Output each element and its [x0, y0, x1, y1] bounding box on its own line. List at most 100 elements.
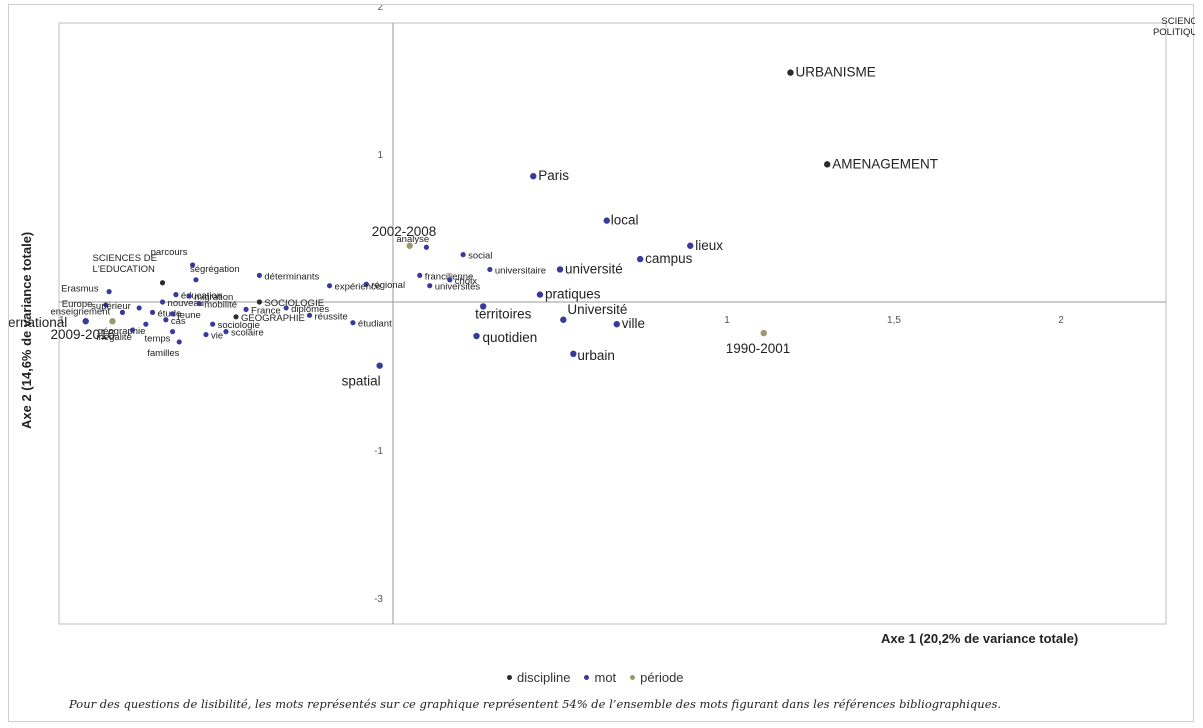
- point-label-social: social: [468, 251, 492, 262]
- point-label-spatial: spatial: [342, 374, 381, 389]
- point-marker-universites: [427, 283, 433, 289]
- point-label-diplomes: diplômes: [291, 304, 329, 315]
- point-marker-spatial: [376, 362, 383, 369]
- point-pratiques: pratiques: [536, 287, 601, 302]
- point-choix: choix: [447, 276, 477, 287]
- point-label-2009-2016: 2009-2016: [50, 327, 115, 342]
- point-sociologie: sociologie: [210, 320, 260, 331]
- point-marker-sociologie: [210, 321, 216, 327]
- x-tick-label-2: 1,5: [887, 315, 901, 326]
- point-label-nouveau: nouveau: [168, 298, 204, 309]
- point-marker-choix: [447, 277, 453, 283]
- point-marker-cas: [163, 317, 169, 323]
- point-label-parcours: parcours: [151, 247, 188, 258]
- point-sciences-politiques: SCIENCESPOLITIQUES: [1153, 16, 1195, 38]
- point-label-quotidien: quotidien: [483, 330, 538, 345]
- point-label-inegalite: inégalité: [96, 332, 131, 343]
- point-nouveau: nouveau: [159, 298, 204, 309]
- point-marker-education: [173, 292, 179, 298]
- point-universite: Université: [560, 302, 627, 323]
- scatter-plot: 111,522,521-1-3-4 SCIENCESPOLITIQUESURBA…: [9, 5, 1195, 625]
- point-territoires: territoires: [475, 303, 532, 321]
- point-marker-pratiques: [536, 291, 544, 298]
- point-social: social: [460, 251, 492, 262]
- point-2002-2008: 2002-2008: [372, 224, 436, 249]
- point-jeune: jeune: [169, 310, 201, 321]
- point-marker-etudiant: [350, 320, 356, 326]
- point-marker-ville: [613, 321, 620, 328]
- point-paris: Paris: [530, 168, 569, 183]
- point-marker-familles: [176, 339, 182, 345]
- point-marker-paris: [530, 173, 537, 180]
- point-label-temps: temps: [145, 334, 171, 345]
- point-marker-territoires: [479, 303, 487, 310]
- point-label-territoires: territoires: [475, 306, 532, 321]
- point-marker-geographie: [143, 321, 149, 327]
- point-label-ville: ville: [622, 316, 645, 331]
- point-marker-superieur: [136, 305, 142, 311]
- point-quotidien: quotidien: [473, 330, 537, 345]
- legend-item-discipline: discipline: [507, 670, 570, 685]
- point-label-etude: étude: [158, 308, 182, 319]
- legend-dot-periode: [630, 675, 636, 680]
- point-marker-erasmus: [106, 289, 112, 295]
- point-universites: universités: [427, 282, 480, 293]
- point-mobilite: mobilité: [196, 299, 237, 310]
- point-marker-urbanisme: [787, 69, 794, 76]
- point-marker-sociologie: [256, 299, 262, 305]
- point-label-universite: Université: [567, 302, 627, 317]
- point-marker-etude: [149, 309, 156, 315]
- legend-dot-mot: [584, 675, 590, 680]
- point-marker-campus: [636, 255, 644, 263]
- point-marker-lieux: [687, 242, 694, 249]
- point-marker-2009-2016: [109, 318, 116, 325]
- point-parcours: parcours: [151, 247, 196, 268]
- point-label-urbain: urbain: [577, 348, 615, 363]
- x-tick-label-0: 1: [59, 315, 65, 326]
- point-label-education: éducation: [181, 291, 222, 302]
- point-label-vie: vie: [211, 331, 223, 342]
- point-label-geographie: géographie: [98, 326, 146, 337]
- point-europe: Europe: [62, 299, 109, 310]
- point-familles: familles: [147, 339, 182, 359]
- y-tick-label-2: -1: [374, 446, 383, 457]
- x-tick-label-1: 1: [724, 315, 730, 326]
- point-temps: temps: [145, 329, 176, 345]
- point-label-lieux: lieux: [695, 238, 723, 253]
- x-tick-label-3: 2: [1058, 315, 1064, 326]
- point-marker-migration: [186, 293, 192, 299]
- point-marker-francilienne: [417, 272, 423, 278]
- point-label-geographie: GEOGRAPHIE: [241, 313, 305, 324]
- y-axis-label: Axe 2 (14,6% de variance totale): [19, 231, 34, 429]
- point-marker-experience: [326, 283, 333, 289]
- point-international: international: [9, 315, 89, 330]
- point-label-pratiques: pratiques: [545, 287, 601, 302]
- point-label-1990-2001: 1990-2001: [726, 341, 791, 356]
- point-marker-amenagement: [824, 161, 831, 168]
- point-label-segregation: ségrégation: [190, 264, 240, 275]
- point-label-enseignement: enseignement: [50, 306, 110, 317]
- point-label-cas: cas: [171, 316, 186, 327]
- point-marker-2002-2008: [406, 242, 413, 249]
- point-marker-universitaire: [487, 266, 493, 273]
- legend-item-periode: période: [630, 670, 684, 685]
- point-label-sociologie: sociologie: [218, 320, 260, 331]
- point-label-paris: Paris: [538, 168, 569, 183]
- x-axis-label: Axe 1 (20,2% de variance totale): [881, 631, 1079, 646]
- point-marker-regional: [363, 281, 369, 287]
- point-marker-europe: [103, 302, 109, 308]
- point-label-sciences-politiques: SCIENCESPOLITIQUES: [1153, 16, 1195, 38]
- point-label-amenagement: AMENAGEMENT: [832, 156, 938, 171]
- point-scolaire: scolaire: [223, 328, 264, 339]
- point-cas: cas: [163, 316, 186, 327]
- point-marker-universite: [556, 266, 564, 273]
- point-label-sciences-de-l-education: SCIENCES DE L'EDUCATION: [93, 253, 157, 275]
- point-label-etudiant: étudiant: [358, 319, 392, 330]
- point-marker-inegalite: [129, 327, 136, 333]
- point-regional: régional: [363, 280, 405, 291]
- point-label-scolaire: scolaire: [231, 328, 264, 339]
- point-segregation: ségrégation: [190, 264, 240, 283]
- point-label-sociologie: SOCIOLOGIE: [264, 298, 324, 309]
- point-erasmus: Erasmus: [61, 284, 112, 295]
- point-reussite: réussite: [306, 311, 348, 322]
